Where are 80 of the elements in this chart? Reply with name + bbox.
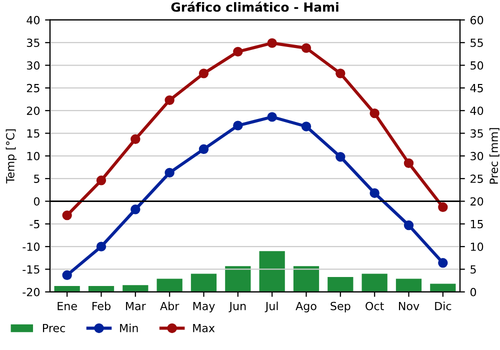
x-tick-label: Mar xyxy=(126,302,146,310)
y2-tick-label: 55 xyxy=(470,38,483,47)
bar xyxy=(293,266,320,292)
y2-tick-label: 30 xyxy=(470,152,484,160)
bar xyxy=(122,285,148,292)
y2-tick-label: 20 xyxy=(470,197,484,206)
point xyxy=(164,95,174,106)
point xyxy=(96,176,106,186)
point xyxy=(336,152,346,162)
x-tick-label: Nov xyxy=(398,302,420,310)
x-tick-label: Ene xyxy=(58,302,77,310)
y-tick-label: -20 xyxy=(22,288,40,296)
point xyxy=(62,270,72,280)
y-tick-label: 20 xyxy=(26,106,40,115)
point xyxy=(267,38,277,48)
y-tick-label: -5 xyxy=(30,220,40,228)
point xyxy=(301,43,312,53)
x-tick-label: Jul xyxy=(264,302,278,312)
y-tick-label: 30 xyxy=(26,61,40,70)
point xyxy=(336,68,346,78)
y2-tick-label: 15 xyxy=(470,220,483,228)
y2-axis-title: Prec [mm] xyxy=(489,128,500,184)
legend-label: Prec xyxy=(43,324,65,332)
x-tick-label: Oct xyxy=(366,302,384,310)
point xyxy=(198,144,209,154)
point xyxy=(233,120,243,130)
x-tick-label: Feb xyxy=(92,302,110,310)
y-axis-title: Temp [°C] xyxy=(6,129,17,184)
point xyxy=(130,204,140,214)
y-tick-label: -15 xyxy=(22,265,40,274)
y-tick-label: 10 xyxy=(27,152,40,160)
y-tick-label: 40 xyxy=(26,16,40,24)
point xyxy=(438,202,448,212)
point xyxy=(301,122,312,132)
point xyxy=(198,68,209,78)
x-tick-label: Dic xyxy=(435,302,452,310)
point xyxy=(62,210,72,220)
y2-tick-label: 5 xyxy=(470,265,476,274)
y-tick-label: 5 xyxy=(34,174,40,183)
bar xyxy=(362,274,388,292)
point xyxy=(370,108,380,118)
legend-label: Max xyxy=(193,324,215,332)
point xyxy=(404,220,414,230)
bar xyxy=(54,286,80,292)
bar xyxy=(156,278,182,292)
legend-label: Min xyxy=(120,324,138,332)
y2-tick-label: 35 xyxy=(470,129,483,138)
point xyxy=(233,46,243,57)
x-tick-label: Sep xyxy=(330,302,350,312)
x-tick-label: Ago xyxy=(296,302,316,312)
bar xyxy=(88,286,114,292)
point xyxy=(404,158,414,168)
point xyxy=(438,258,448,268)
y-tick-label: 35 xyxy=(26,38,40,47)
y2-tick-label: 10 xyxy=(470,242,484,251)
y2-tick-label: 45 xyxy=(470,84,483,92)
y-tick-label: -10 xyxy=(22,242,40,251)
point xyxy=(267,112,277,122)
point xyxy=(164,168,174,178)
y2-tick-label: 50 xyxy=(470,61,484,70)
x-tick-label: Jun xyxy=(228,302,246,312)
x-tick-label: May xyxy=(193,302,215,312)
point xyxy=(370,188,380,198)
y2-tick-label: 60 xyxy=(470,16,484,24)
bar xyxy=(190,274,217,292)
y-tick-label: 25 xyxy=(26,84,40,92)
bar xyxy=(328,276,354,292)
chart-title: Gráfico climático - Hami xyxy=(171,2,338,12)
y2-tick-label: 40 xyxy=(470,106,484,115)
point xyxy=(96,242,106,252)
bar xyxy=(259,251,285,292)
bar xyxy=(396,278,422,292)
y2-tick-label: 25 xyxy=(470,174,483,183)
bar xyxy=(430,284,456,292)
y-tick-label: 0 xyxy=(34,197,40,206)
bar xyxy=(225,266,251,292)
y2-tick-label: 0 xyxy=(470,288,476,296)
x-tick-label: Abr xyxy=(160,302,180,310)
point xyxy=(130,134,140,144)
y-tick-label: 15 xyxy=(27,129,40,138)
